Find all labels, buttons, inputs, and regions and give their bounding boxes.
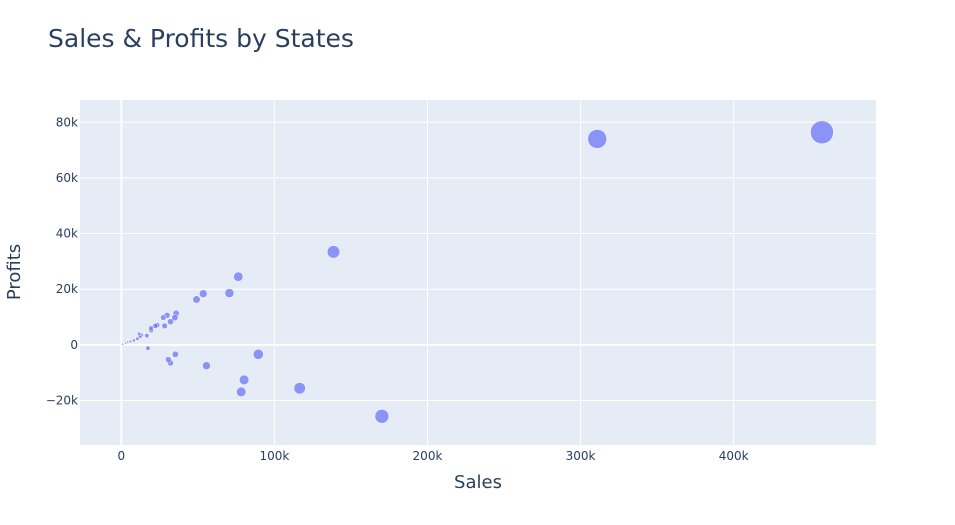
chart-title: Sales & Profits by States bbox=[48, 24, 354, 53]
scatter-point bbox=[148, 325, 154, 331]
scatter-point bbox=[224, 288, 235, 298]
scatter-point bbox=[121, 343, 124, 346]
scatter-point bbox=[252, 348, 264, 360]
data-points bbox=[121, 120, 834, 424]
scatter-point bbox=[145, 345, 151, 351]
scatter-point bbox=[233, 271, 244, 282]
scatter-point bbox=[152, 323, 159, 329]
scatter-point bbox=[160, 314, 167, 321]
scatter-point bbox=[810, 120, 834, 145]
x-tick-label: 400k bbox=[719, 449, 749, 463]
scatter-point bbox=[199, 289, 208, 298]
scatter-point bbox=[374, 409, 390, 424]
scatter-point bbox=[135, 336, 140, 341]
y-tick-label: 0 bbox=[70, 338, 78, 352]
scatter-point bbox=[165, 356, 172, 363]
x-tick-label: 200k bbox=[413, 449, 443, 463]
scatter-point bbox=[132, 338, 136, 343]
scatter-point bbox=[293, 382, 306, 395]
scatter-point bbox=[137, 331, 142, 337]
x-axis-title: Sales bbox=[454, 472, 502, 493]
x-tick-label: 0 bbox=[118, 449, 126, 463]
scatter-point bbox=[126, 340, 130, 344]
y-tick-label: 80k bbox=[56, 115, 78, 129]
scatter-point bbox=[144, 333, 150, 339]
scatter-point bbox=[236, 386, 247, 397]
scatter-point bbox=[171, 314, 179, 322]
scatter-point bbox=[239, 374, 250, 385]
scatter-point bbox=[124, 341, 127, 345]
scatter-point bbox=[192, 295, 201, 304]
y-tick-label: 40k bbox=[56, 227, 78, 241]
y-tick-label: −20k bbox=[46, 393, 78, 407]
tick-labels: 0 100k 200k 300k 400k −20k 0 20k 40k 60k 80k bbox=[46, 115, 749, 463]
scatter-point bbox=[587, 129, 607, 149]
grid-lines bbox=[80, 100, 876, 445]
x-tick-label: 100k bbox=[259, 449, 289, 463]
y-tick-label: 20k bbox=[56, 282, 78, 296]
scatter-point bbox=[171, 350, 179, 358]
x-tick-label: 300k bbox=[566, 449, 596, 463]
plot-area bbox=[80, 100, 876, 445]
y-axis-title: Profits bbox=[4, 244, 25, 300]
scatter-point bbox=[202, 361, 211, 370]
scatter-point bbox=[161, 322, 168, 330]
scatter-point bbox=[167, 318, 174, 326]
y-tick-label: 60k bbox=[56, 171, 78, 185]
scatter-point bbox=[128, 339, 133, 344]
scatter-point bbox=[326, 245, 341, 259]
